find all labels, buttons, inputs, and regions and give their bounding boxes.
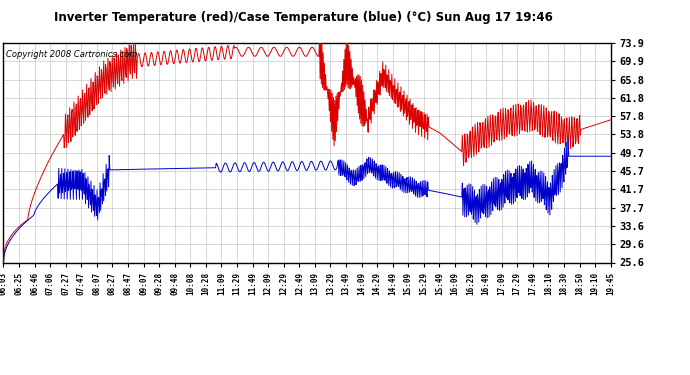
Text: Inverter Temperature (red)/Case Temperature (blue) (°C) Sun Aug 17 19:46: Inverter Temperature (red)/Case Temperat… bbox=[54, 11, 553, 24]
Text: Copyright 2008 Cartronics.com: Copyright 2008 Cartronics.com bbox=[6, 50, 138, 59]
